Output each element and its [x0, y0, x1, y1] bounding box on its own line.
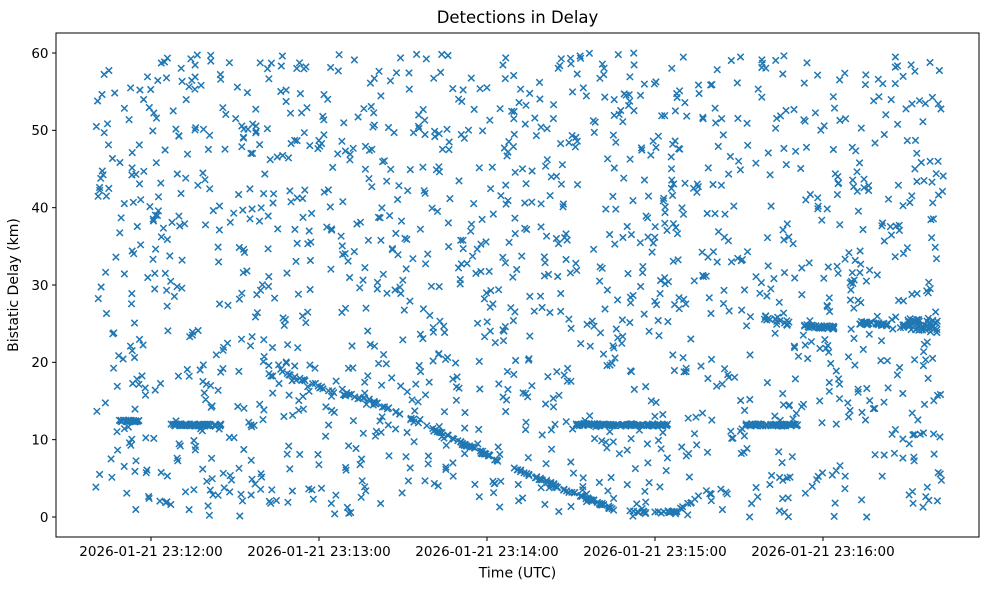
y-axis-label: Bistatic Delay (km) [6, 218, 22, 352]
y-axis-ticks: 0 10 20 30 40 50 60 [31, 46, 56, 526]
x-axis-ticks: 2026-01-21 23:12:00 2026-01-21 23:13:00 20… [79, 537, 895, 560]
x-axis-label: Time (UTC) [478, 566, 556, 582]
y-tick-label: 50 [31, 123, 48, 139]
x-tick-label: 2026-01-21 23:14:00 [415, 544, 558, 560]
y-tick-label: 30 [31, 278, 48, 294]
chart-title: Detections in Delay [437, 8, 599, 27]
y-tick-label: 60 [31, 46, 48, 62]
scatter-points [92, 49, 947, 521]
y-tick-label: 20 [31, 355, 48, 371]
y-tick-label: 10 [31, 432, 48, 448]
x-tick-label: 2026-01-21 23:13:00 [247, 544, 390, 560]
x-tick-label: 2026-01-21 23:12:00 [79, 544, 222, 560]
x-tick-label: 2026-01-21 23:15:00 [583, 544, 726, 560]
x-tick-label: 2026-01-21 23:16:00 [751, 544, 894, 560]
y-tick-label: 40 [31, 200, 48, 216]
y-tick-label: 0 [40, 510, 49, 526]
